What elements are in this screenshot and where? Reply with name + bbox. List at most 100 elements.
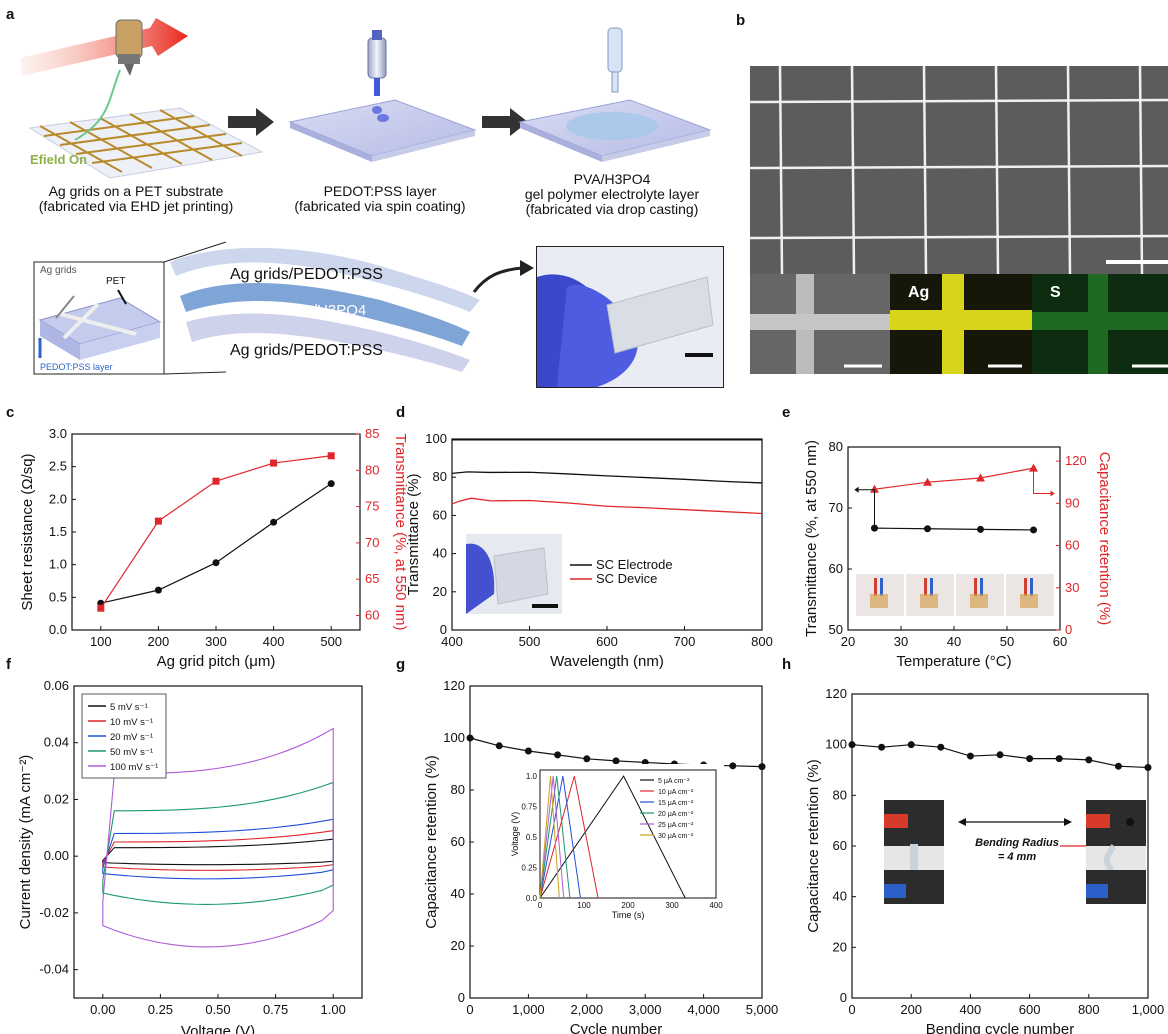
y-tick-label: 0.04 [44, 735, 69, 750]
x-axis-label: Wavelength (nm) [550, 653, 664, 670]
y-tick-label: 20 [833, 939, 847, 954]
axis-arrow-head [1050, 490, 1055, 497]
x-tick-label: 300 [205, 634, 227, 649]
series-line [100, 483, 332, 604]
data-point [524, 747, 532, 755]
y-tick-label: 2.0 [49, 491, 67, 506]
x-tick-label: 800 [1078, 1002, 1100, 1017]
data-point [212, 559, 220, 567]
fabrication-illustration [20, 18, 712, 375]
inset-x-tick-label: 300 [665, 901, 679, 910]
series-line [874, 527, 1034, 531]
x-tick-label: 600 [596, 634, 618, 649]
y2-tick-label: 0 [1065, 622, 1072, 637]
inset-legend-label: 15 μA cm⁻² [658, 800, 694, 807]
y-tick-label: 80 [451, 782, 465, 797]
x-tick-label: 2,000 [571, 1002, 604, 1017]
y2-tick-label: 65 [365, 571, 379, 586]
gcd-curve [539, 776, 565, 899]
step3-caption: PVA/H3PO4 gel polymer electrolyte layer … [524, 171, 700, 217]
y-tick-label: 2.5 [49, 459, 67, 474]
axis-arrow [1033, 468, 1053, 494]
y-tick-label: 100 [425, 431, 447, 446]
x-tick-label: 4,000 [687, 1002, 720, 1017]
x-tick-label: 200 [148, 634, 170, 649]
panel-h-photo-bent [1086, 800, 1146, 904]
data-point [1144, 763, 1152, 771]
efield-on-label: Efield On [30, 152, 88, 167]
x-tick-label: 1,000 [1132, 1002, 1165, 1017]
data-point [270, 518, 278, 526]
y-tick-label: 0.06 [44, 678, 69, 693]
y-tick-label: -0.02 [39, 905, 69, 920]
inset-legend-label: 25 μA cm⁻² [658, 822, 694, 829]
panel-d-inset-photo [466, 534, 562, 614]
legend-label: 5 mV s⁻¹ [110, 702, 148, 713]
inset-ag-grids-label: Ag grids [40, 265, 77, 276]
x-tick-label: 400 [960, 1002, 982, 1017]
y-axis-label: Transmittance (%) [405, 474, 422, 596]
y-tick-label: 100 [443, 730, 465, 745]
x-tick-label: 400 [263, 634, 285, 649]
arrow-head [1064, 818, 1072, 826]
x-tick-label: 0 [466, 1002, 473, 1017]
legend-label: SC Device [596, 571, 657, 586]
inset-y-tick-label: 1.0 [526, 772, 538, 781]
gcd-curve [539, 776, 581, 899]
y-tick-label: 3.0 [49, 426, 67, 441]
inset-x-tick-label: 400 [709, 901, 723, 910]
y-tick-label: 120 [825, 686, 847, 701]
x-axis-label: Bending cycle number [926, 1021, 1074, 1034]
x-axis-label: Ag grid pitch (μm) [157, 653, 276, 670]
panel-label-f: f [6, 656, 11, 673]
y-tick-label: 20 [433, 584, 447, 599]
temperature-photo-3 [956, 574, 1004, 616]
chart-g: 0 1,000 2,000 3,000 4,000 5,000 0 20 40 60 80 100 12… [423, 678, 778, 1034]
chart-c-frame [71, 433, 361, 631]
inset-frame [539, 769, 717, 899]
data-point [1114, 762, 1122, 770]
x-tick-label: 100 [90, 634, 112, 649]
step1-ag-grid-illustration [20, 18, 264, 179]
y-tick-label: 0.5 [49, 589, 67, 604]
y-tick-label: 0 [840, 990, 847, 1005]
gloved-hand-image [537, 274, 714, 387]
x-tick-label: 0.25 [148, 1002, 173, 1017]
panel-label-g: g [396, 656, 406, 673]
device-cross-section-schematic [33, 241, 534, 375]
inset-y-tick-label: 0.25 [521, 864, 537, 873]
y2-tick-label: 30 [1065, 580, 1079, 595]
process-arrow-1 [228, 108, 274, 136]
y2-tick-label: 75 [365, 499, 379, 514]
data-point [878, 743, 886, 751]
eds-map-ag: Ag [890, 274, 1032, 374]
y-axis-label: Sheet resistance (Ω/sq) [19, 453, 36, 610]
step3-drop-casting-illustration [518, 27, 712, 162]
cv-loop [102, 781, 334, 905]
legend-label: SC Electrode [596, 557, 673, 572]
x-tick-label: 1.00 [321, 1002, 346, 1017]
data-point [848, 741, 856, 749]
eds-map-s: S [1032, 274, 1168, 374]
inset-x-tick-label: 200 [621, 901, 635, 910]
data-point [923, 477, 932, 486]
step2-spin-coating-illustration [288, 30, 477, 162]
legend-label: 100 mV s⁻¹ [110, 762, 158, 773]
inset-legend-label: 20 μA cm⁻² [658, 811, 694, 818]
data-point [154, 586, 162, 594]
arrow-head [958, 818, 966, 826]
layer-mid-label: PVA/H3PO4 [284, 302, 367, 319]
x-tick-label: 700 [674, 634, 696, 649]
y-tick-label: 80 [433, 469, 447, 484]
data-point [966, 752, 974, 760]
series-line [451, 497, 763, 515]
y-tick-label: 0 [458, 990, 465, 1005]
y-tick-label: 20 [451, 938, 465, 953]
inset-y-label: Voltage (V) [510, 812, 520, 857]
data-point [976, 473, 985, 482]
inset-pet-label: PET [106, 276, 126, 287]
y2-tick-label: 60 [365, 607, 379, 622]
data-point [1085, 756, 1093, 764]
y-tick-label: 40 [451, 886, 465, 901]
